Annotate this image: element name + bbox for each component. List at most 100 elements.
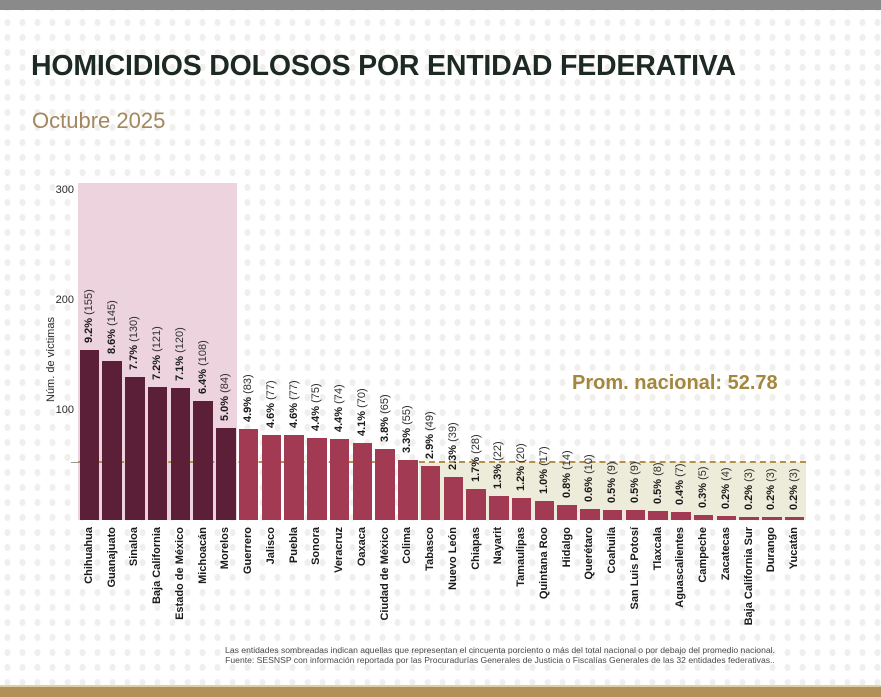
bar-percent: 9.2%: [82, 314, 95, 343]
x-axis-label: Aguascalientes: [674, 527, 687, 608]
bar-count: (83): [242, 373, 255, 394]
bar-value-label: 8.6% (145): [106, 300, 119, 354]
chart-footnote: Las entidades sombreadas indican aquella…: [60, 645, 881, 665]
bar-value-label: 0.3% (5): [697, 466, 710, 508]
bar-value-label: 0.5% (8): [652, 463, 665, 505]
bar-value-label: 4.6% (77): [288, 381, 301, 429]
bar-count: (22): [492, 441, 505, 461]
x-axis-label: Tamaulipas: [515, 527, 528, 587]
x-axis-label: Michoacán: [196, 527, 209, 584]
bar-value-label: 7.7% (130): [128, 316, 141, 370]
bar-count: (39): [446, 422, 459, 442]
bar-count: (74): [333, 383, 346, 404]
bar-percent: 0.5%: [606, 474, 619, 504]
bar-value-label: 2.9% (49): [424, 411, 437, 459]
x-axis-label: Hidalgo: [560, 527, 573, 568]
bar-percent: 0.2%: [719, 480, 732, 509]
bar-count: (108): [196, 340, 209, 367]
bar-value-label: 3.3% (55): [401, 405, 414, 453]
x-axis-label: Chihuahua: [82, 527, 95, 584]
bar-durango: [762, 516, 782, 520]
x-axis-label: Baja California: [151, 527, 164, 605]
bar-san-luis-potosí: [625, 510, 646, 520]
bar-value-label: 3.8% (65): [379, 394, 392, 442]
bar-percent: 0.5%: [628, 474, 641, 504]
bar-value-label: 1.0% (17): [538, 447, 551, 495]
bar-puebla: [284, 435, 304, 520]
bar-value-label: 9.2% (155): [83, 289, 96, 343]
bar-count: (55): [401, 404, 414, 425]
top-accent-bar: [0, 0, 881, 10]
bar-percent: 0.2%: [765, 481, 778, 510]
bar-value-label: 6.4% (108): [197, 340, 210, 394]
bar-value-label: 1.3% (22): [492, 441, 505, 489]
x-axis-label: Colima: [401, 527, 414, 564]
bar-value-label: 7.2% (121): [151, 326, 164, 380]
bar-estado-de-méxico: [170, 388, 191, 520]
x-axis-label: Nayarit: [492, 527, 505, 565]
x-axis-label: Tlaxcala: [651, 527, 664, 571]
y-tick-label: 300: [55, 184, 74, 196]
bar-chiapas: [466, 489, 486, 520]
bar-guanajuato: [102, 360, 122, 520]
x-axis-label: Estado de México: [173, 527, 186, 620]
bar-count: (65): [378, 393, 391, 414]
national-average-annotation: Prom. nacional: 52.78: [572, 372, 778, 394]
page-title: HOMICIDIOS DOLOSOS POR ENTIDAD FEDERATIV…: [31, 50, 736, 82]
bar-yucatán: [784, 516, 805, 520]
bar-percent: 4.4%: [333, 403, 346, 432]
bar-percent: 8.6%: [105, 325, 118, 354]
bar-percent: 2.3%: [446, 441, 459, 471]
x-axis-label: Jalisco: [264, 527, 277, 565]
bar-guerrero: [238, 428, 259, 520]
bar-value-label: 4.1% (70): [356, 388, 369, 436]
bar-value-label: 5.0% (84): [219, 373, 232, 421]
bar-count: (9): [628, 461, 641, 475]
bar-campeche: [693, 514, 714, 520]
bar-count: (7): [674, 463, 687, 478]
bar-aguascalientes: [671, 512, 691, 520]
bar-percent: 1.7%: [469, 454, 482, 483]
bar-count: (145): [105, 299, 118, 326]
national-average-line: [78, 460, 806, 463]
bar-count: (10): [583, 454, 596, 474]
y-tick-label: 100: [55, 404, 74, 416]
bar-jalisco: [261, 435, 282, 520]
bar-percent: 4.6%: [264, 400, 277, 429]
bar-count: (14): [560, 449, 573, 470]
bar-tamaulipas: [511, 498, 532, 520]
x-axis-label: Morelos: [219, 527, 232, 570]
x-axis-label: Oaxaca: [355, 527, 368, 567]
bar-percent: 1.2%: [515, 462, 528, 491]
bar-count: (155): [82, 288, 95, 315]
x-axis-label: Ciudad de México: [378, 527, 391, 621]
bar-count: (20): [515, 443, 528, 463]
bar-chihuahua: [79, 349, 100, 520]
x-axis-label: Campeche: [697, 527, 710, 583]
bar-value-label: 0.2% (4): [720, 467, 733, 509]
x-axis-label: San Luis Potosí: [628, 527, 641, 610]
bar-percent: 4.6%: [287, 400, 300, 429]
bar-count: (70): [355, 388, 368, 408]
bar-value-label: 0.8% (14): [561, 450, 574, 498]
bar-baja-california-sur: [739, 516, 759, 520]
x-axis-label: Zacatecas: [719, 527, 732, 581]
bar-value-label: 4.9% (83): [242, 374, 255, 422]
bar-value-label: 0.2% (3): [765, 468, 778, 510]
bar-baja-california: [147, 386, 168, 520]
bottom-accent-bar: [0, 687, 881, 697]
y-axis-label: Núm. de víctimas: [45, 317, 57, 402]
bar-percent: 6.4%: [196, 366, 209, 395]
x-axis-label: Puebla: [287, 527, 300, 564]
bar-percent: 0.2%: [788, 481, 801, 510]
bar-percent: 7.2%: [151, 351, 164, 380]
bar-sonora: [307, 437, 327, 520]
x-axis-label: Veracruz: [333, 527, 346, 573]
bar-percent: 0.8%: [560, 469, 573, 498]
bar-count: (49): [424, 411, 437, 431]
bar-count: (3): [788, 468, 801, 482]
bar-percent: 7.7%: [128, 341, 141, 370]
bar-percent: 4.1%: [355, 407, 368, 436]
